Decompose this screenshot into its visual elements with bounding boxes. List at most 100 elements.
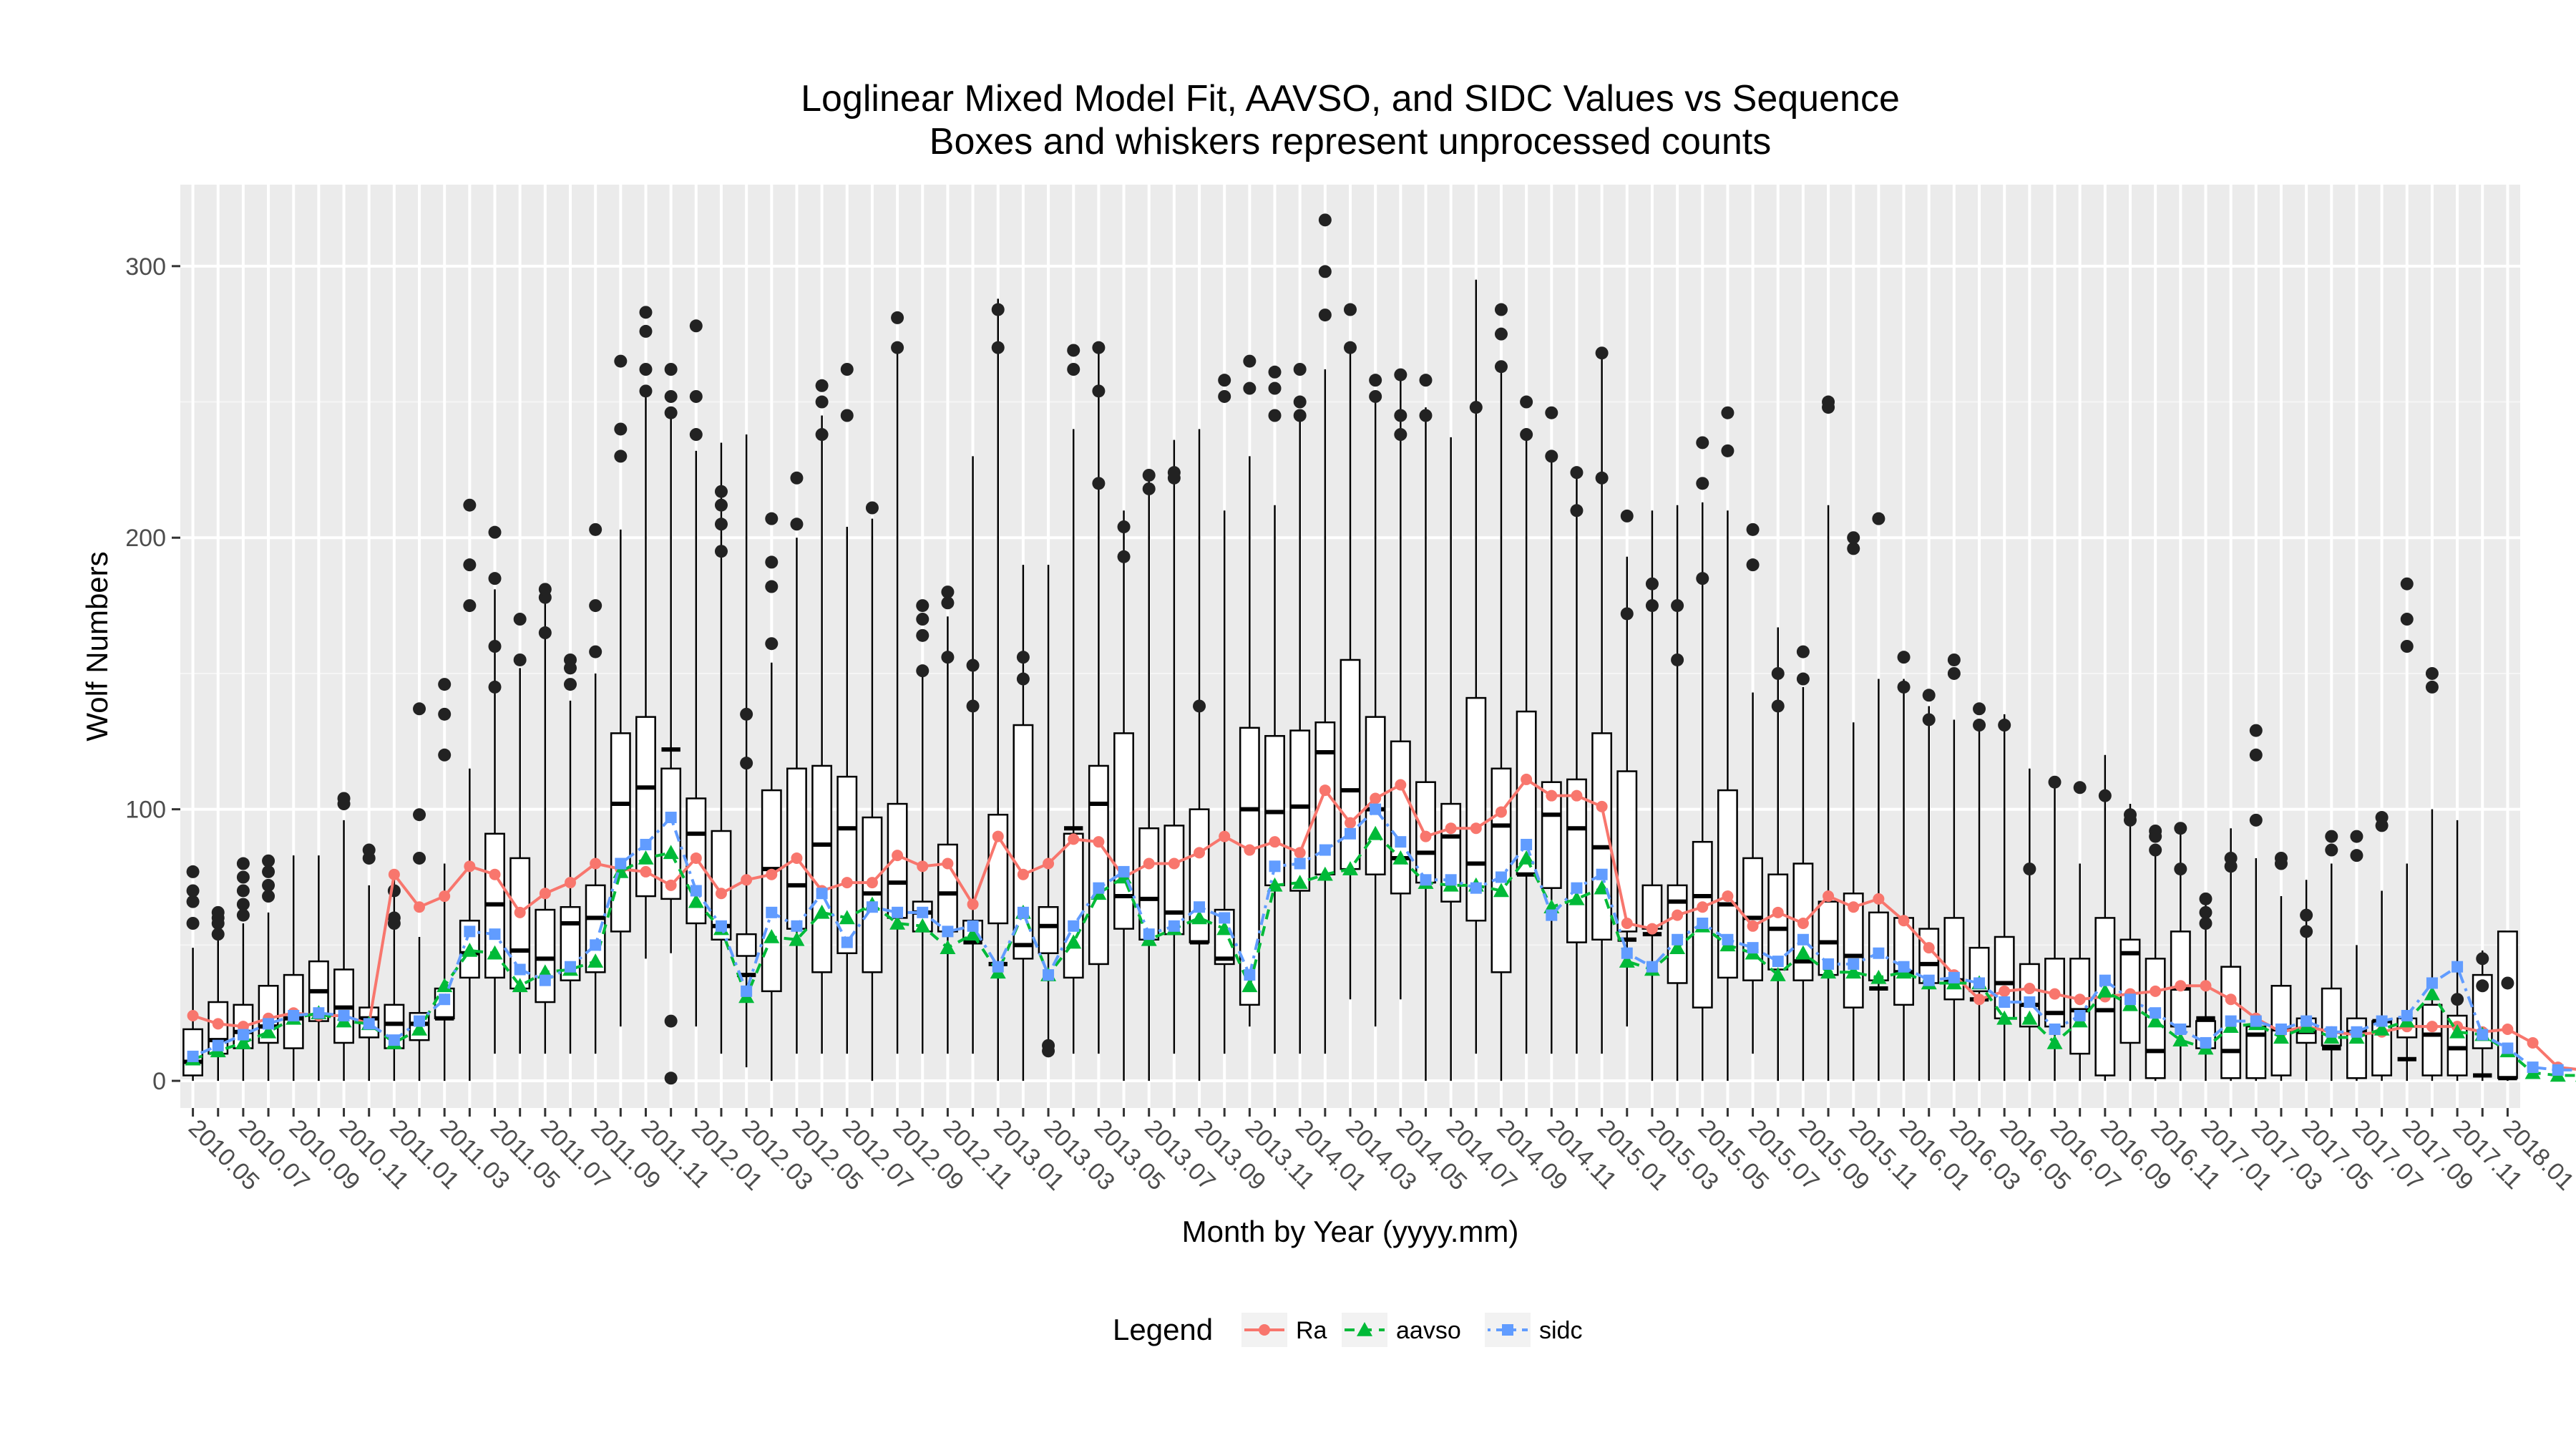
- series-point: [487, 945, 503, 960]
- box-body: [1013, 724, 1034, 960]
- legend-label: Ra: [1296, 1317, 1327, 1344]
- outlier-point: [765, 580, 779, 593]
- outlier-point: [2224, 851, 2238, 865]
- series-point: [1068, 833, 1080, 845]
- series-point: [187, 1010, 199, 1021]
- series-point: [665, 879, 677, 891]
- series-point: [2150, 985, 2162, 997]
- series-point: [615, 857, 627, 870]
- outlier-point: [488, 640, 502, 653]
- box-2016.12: [2170, 822, 2191, 1082]
- outlier-point: [1369, 389, 1382, 403]
- series-point: [1143, 928, 1155, 941]
- box-2017.03: [2245, 724, 2267, 1082]
- box-2010.11: [333, 792, 354, 1082]
- series-point: [1194, 901, 1206, 913]
- outlier-point: [1394, 409, 1407, 422]
- series-point: [2477, 1029, 2489, 1041]
- series-point: [1292, 875, 1308, 889]
- series-point: [263, 1018, 275, 1030]
- box-body: [535, 908, 556, 1004]
- box-2017.10: [2421, 666, 2443, 1082]
- outlier-point: [1822, 395, 1835, 409]
- series-point: [2275, 1023, 2287, 1035]
- outlier-point: [1645, 599, 1659, 613]
- outlier-point: [236, 898, 250, 911]
- series-point: [1216, 920, 1233, 936]
- series-point: [1502, 1324, 1513, 1336]
- box-2010.09: [283, 855, 304, 1082]
- series-point: [2049, 1023, 2061, 1035]
- outlier-point: [1268, 365, 1282, 379]
- outlier-point: [916, 628, 930, 642]
- series-point: [1795, 945, 1811, 960]
- series-point: [1244, 844, 1256, 856]
- outlier-point: [714, 485, 728, 498]
- outlier-point: [413, 808, 426, 822]
- series-point: [866, 901, 878, 913]
- outlier-point: [513, 613, 527, 626]
- outlier-point: [1394, 428, 1407, 442]
- series-point: [1621, 918, 1633, 929]
- series-point: [1269, 836, 1281, 848]
- series-point: [1845, 964, 1862, 979]
- outlier-point: [1947, 666, 1961, 680]
- outlier-point: [1671, 653, 1684, 666]
- outlier-point: [488, 572, 502, 585]
- outlier-point: [2400, 613, 2414, 626]
- series-point: [766, 868, 778, 880]
- outlier-point: [1796, 672, 1810, 686]
- series-point: [866, 877, 878, 889]
- series-point: [892, 850, 904, 862]
- box-body: [2170, 930, 2191, 1028]
- outlier-point: [966, 699, 980, 713]
- outlier-point: [916, 664, 930, 678]
- series-point: [1495, 806, 1507, 818]
- outlier-point: [262, 854, 275, 868]
- series-point: [1518, 850, 1535, 865]
- box-body: [736, 933, 757, 957]
- series-point: [1395, 836, 1407, 848]
- outlier-point: [1142, 468, 1156, 482]
- box-2012.05: [786, 471, 807, 1054]
- series-point: [841, 936, 853, 948]
- series-point: [512, 978, 528, 993]
- series-point: [590, 857, 602, 870]
- series-point: [1470, 882, 1482, 894]
- outlier-point: [664, 1014, 678, 1028]
- legend-title: Legend: [1113, 1313, 1213, 1346]
- series-point: [1367, 825, 1384, 840]
- series-point: [1143, 857, 1155, 870]
- outlier-point: [236, 884, 250, 898]
- series-point: [763, 928, 780, 943]
- outlier-point: [1696, 436, 1709, 449]
- box-body: [2069, 958, 2091, 1055]
- series-point: [1996, 1010, 2013, 1025]
- outlier-point: [966, 659, 980, 672]
- series-point: [1646, 923, 1658, 935]
- outlier-point: [1117, 550, 1131, 563]
- series-point: [1219, 830, 1231, 842]
- series-point: [2527, 1061, 2539, 1074]
- outlier-point: [1243, 382, 1257, 395]
- chart-title: Loglinear Mixed Model Fit, AAVSO, and SI…: [801, 78, 1900, 120]
- series-point: [2021, 1010, 2038, 1025]
- outlier-point: [1469, 401, 1483, 414]
- series-point: [439, 890, 451, 903]
- box-2015.08: [1767, 627, 1789, 1082]
- series-point: [2527, 1036, 2539, 1049]
- outlier-point: [2476, 952, 2489, 966]
- box-body: [1641, 884, 1663, 930]
- series-point: [1093, 882, 1105, 894]
- y-tick-label: 100: [125, 797, 166, 824]
- outlier-point: [614, 354, 628, 368]
- series-point: [414, 1015, 426, 1027]
- box-body: [1465, 696, 1487, 922]
- box-2013.02: [1013, 565, 1034, 1082]
- series-point: [1672, 909, 1684, 921]
- series-point: [1259, 1324, 1270, 1336]
- outlier-point: [2199, 917, 2212, 930]
- outlier-point: [2325, 830, 2338, 843]
- series-point: [967, 898, 979, 910]
